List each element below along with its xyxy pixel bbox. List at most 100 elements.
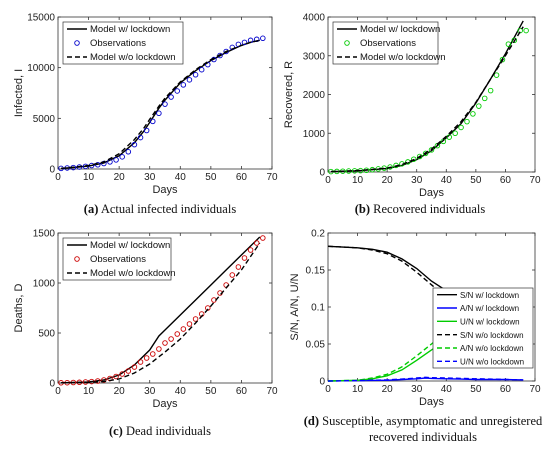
legend-label: Model w/ lockdown — [90, 24, 170, 35]
data-point — [458, 124, 464, 131]
data-point — [186, 321, 193, 327]
x-tick-label: 20 — [114, 172, 126, 183]
data-point — [131, 141, 138, 148]
legend-label: Observations — [90, 254, 146, 265]
y-tick-label: 1000 — [303, 129, 326, 140]
data-point — [137, 359, 144, 365]
legend: Model w/ lockdown Observations Model w/o l… — [62, 21, 184, 65]
chart-panel-d: 0 10 20 30 40 50 60 70 0 0.05 0.1 0.15 0.2 Days S/N, A… — [289, 229, 541, 409]
data-point — [505, 41, 512, 47]
data-point — [223, 48, 229, 55]
series-line — [330, 26, 524, 173]
x-tick-label: 50 — [470, 175, 482, 186]
y-tick-label: 5000 — [33, 114, 56, 125]
data-point — [493, 72, 500, 78]
data-point — [186, 77, 193, 83]
data-point — [150, 351, 156, 357]
y-tick-label: 1000 — [33, 279, 56, 290]
y-tick-label: 4000 — [303, 13, 326, 24]
data-point — [476, 103, 482, 109]
y-tick-label: 10000 — [27, 63, 55, 74]
chart-panel-c: 0 10 20 30 40 50 60 70 0 500 1000 1500 Days Deaths, D… — [13, 229, 278, 411]
x-tick-label: 60 — [500, 175, 512, 186]
data-point — [113, 157, 119, 163]
data-point — [162, 340, 168, 346]
data-point — [247, 247, 254, 253]
data-point — [422, 150, 429, 157]
data-point — [156, 346, 162, 352]
x-axis-label: Days — [419, 396, 445, 408]
legend-marker — [344, 40, 350, 46]
legend-label: S/N w/ lockdown — [460, 291, 519, 300]
data-point — [107, 159, 113, 165]
y-axis-label: Recovered, R — [283, 61, 295, 128]
y-tick-label: 0.2 — [311, 229, 325, 240]
y-tick-label: 3000 — [303, 51, 326, 62]
series-line — [327, 376, 524, 382]
x-tick-label: 50 — [470, 384, 482, 395]
x-tick-label: 0 — [325, 384, 331, 395]
data-point — [168, 336, 174, 342]
y-tick-label: 0 — [49, 379, 55, 390]
x-tick-label: 60 — [236, 386, 248, 397]
x-tick-label: 10 — [352, 175, 364, 186]
chart-panel-a: 0 10 20 30 40 50 60 70 0 5000 10000 15000 Days Infect… — [13, 13, 278, 197]
data-point — [180, 326, 187, 332]
data-point — [205, 61, 211, 68]
data-point — [192, 72, 199, 78]
legend-label: Observations — [90, 38, 146, 49]
y-tick-label: 2000 — [303, 90, 326, 101]
series-line — [61, 39, 260, 170]
y-tick-label: 500 — [38, 329, 55, 340]
legend-label: Model w/ lockdown — [90, 240, 170, 251]
data-point — [416, 153, 423, 160]
x-tick-label: 0 — [55, 172, 61, 183]
x-axis-label: Days — [152, 184, 178, 196]
x-tick-label: 70 — [266, 172, 278, 183]
data-point — [150, 118, 156, 125]
legend-label: Model w/ lockdown — [360, 24, 440, 35]
data-point — [94, 161, 101, 168]
y-tick-label: 15000 — [27, 13, 55, 24]
data-point — [94, 378, 101, 384]
data-point — [113, 373, 119, 380]
data-point — [260, 235, 266, 241]
data-point — [143, 355, 150, 361]
data-point — [101, 377, 107, 383]
y-axis-label: S/N, A/N, U/N — [289, 273, 301, 340]
x-tick-label: 40 — [175, 386, 187, 397]
x-tick-label: 20 — [382, 384, 394, 395]
y-tick-label: 0.15 — [306, 266, 326, 277]
series-line — [61, 242, 261, 384]
y-tick-label: 0 — [319, 377, 325, 388]
data-point — [241, 255, 248, 261]
data-point — [82, 163, 89, 170]
data-point — [229, 272, 236, 278]
legend-box — [432, 287, 534, 369]
legend-marker — [74, 256, 80, 262]
legend-label: Model w/o lockdown — [90, 268, 176, 279]
data-point — [180, 82, 187, 88]
data-point — [192, 316, 199, 322]
legend-label: U/N w/o lockdown — [460, 358, 524, 367]
chart-panel-b: 0 10 20 30 40 50 60 70 0 1000 2000 3000 4000 Days Reco… — [283, 13, 541, 200]
legend-label: Model w/o lockdown — [360, 52, 446, 63]
x-tick-label: 10 — [352, 384, 364, 395]
caption-b: (b) Recovered individuals — [354, 202, 486, 216]
x-tick-label: 60 — [500, 384, 512, 395]
legend-label: U/N w/ lockdown — [460, 318, 520, 327]
legend-marker — [74, 40, 80, 46]
data-point — [137, 134, 144, 141]
caption-d: (d) Susceptible, asymptomatic and unregi… — [303, 414, 543, 444]
legend-label: S/N w/o lockdown — [460, 331, 524, 340]
data-point — [125, 149, 132, 155]
series-line — [61, 39, 260, 170]
x-tick-label: 10 — [83, 386, 95, 397]
legend-label: Observations — [360, 38, 416, 49]
legend-label: A/N w/o lockdown — [460, 344, 524, 353]
x-axis-label: Days — [419, 187, 445, 199]
data-point — [487, 87, 494, 94]
y-tick-label: 0 — [319, 168, 325, 179]
legend: Model w/ lockdown Observations Model w/o l… — [332, 21, 446, 65]
data-point — [481, 95, 488, 102]
